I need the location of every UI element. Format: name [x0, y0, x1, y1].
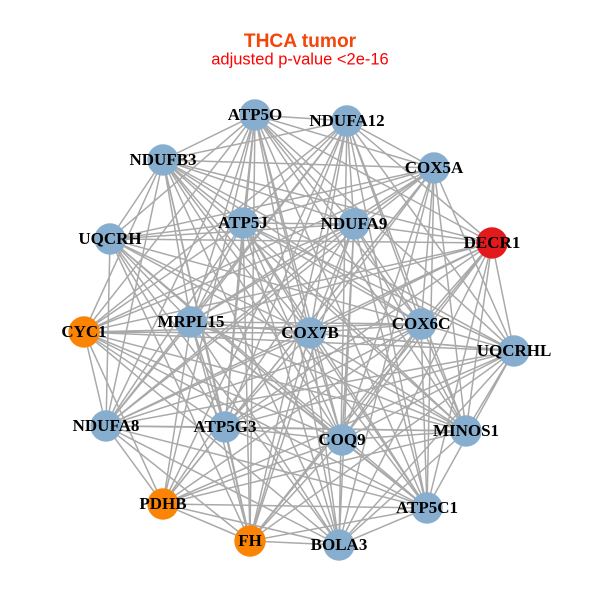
svg-text:UQCRHL: UQCRHL — [477, 341, 552, 360]
svg-text:PDHB: PDHB — [139, 494, 186, 513]
svg-text:MRPL15: MRPL15 — [157, 312, 224, 331]
svg-text:MINOS1: MINOS1 — [433, 421, 499, 440]
svg-text:THCA tumor: THCA tumor — [244, 31, 357, 52]
svg-text:COQ9: COQ9 — [318, 430, 365, 449]
svg-text:ATP5C1: ATP5C1 — [396, 498, 458, 517]
svg-text:COX6C: COX6C — [392, 314, 451, 333]
svg-text:NDUFB3: NDUFB3 — [129, 150, 196, 169]
svg-text:NDUFA8: NDUFA8 — [73, 416, 140, 435]
svg-text:ATP5O: ATP5O — [228, 105, 282, 124]
svg-text:adjusted p-value <2e-16: adjusted p-value <2e-16 — [211, 51, 389, 69]
svg-text:NDUFA9: NDUFA9 — [321, 214, 388, 233]
svg-text:UQCRH: UQCRH — [78, 229, 141, 248]
svg-text:DECR1: DECR1 — [464, 233, 521, 252]
svg-text:COX7B: COX7B — [281, 323, 339, 342]
svg-text:BOLA3: BOLA3 — [311, 535, 368, 554]
svg-text:COX5A: COX5A — [405, 158, 464, 177]
svg-text:NDUFA12: NDUFA12 — [309, 111, 384, 130]
svg-text:CYC1: CYC1 — [61, 322, 106, 341]
svg-text:FH: FH — [238, 531, 262, 550]
svg-text:ATP5G3: ATP5G3 — [194, 417, 257, 436]
svg-text:ATP5J: ATP5J — [218, 213, 268, 232]
